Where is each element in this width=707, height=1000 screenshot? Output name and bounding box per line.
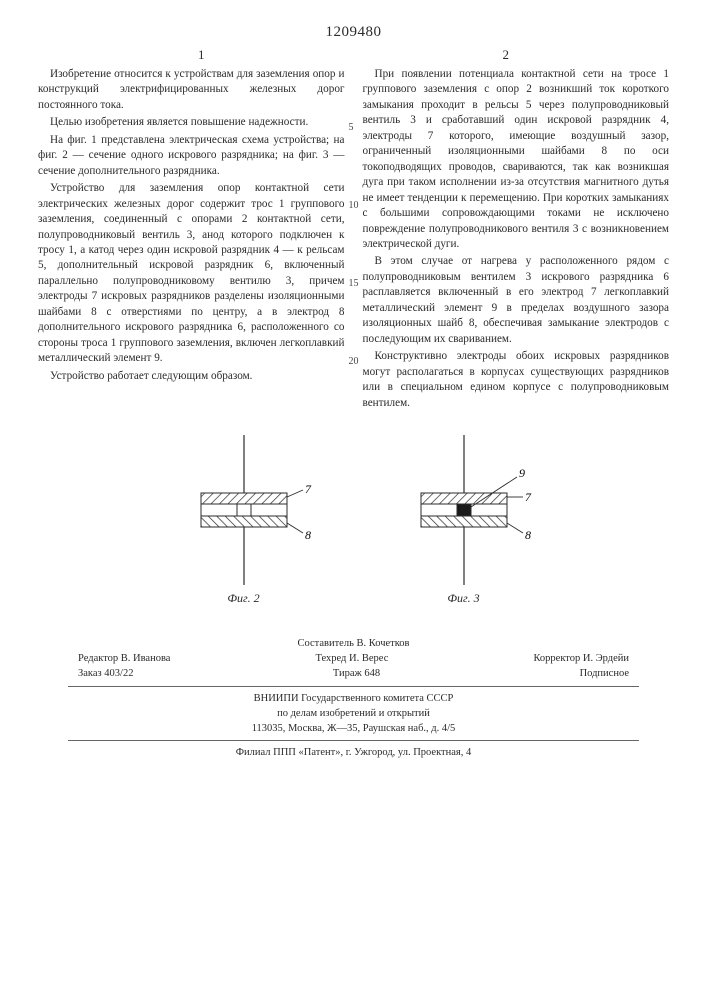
- tirazh: Тираж 648: [333, 666, 380, 681]
- line-number: 20: [349, 355, 359, 369]
- left-column: Изобретение относится к устройствам для …: [38, 67, 345, 413]
- column-numbers: 1 2: [38, 47, 669, 63]
- compiler-label: Составитель: [297, 638, 353, 649]
- para: Конструктивно электроды обоих искровых р…: [363, 349, 670, 411]
- page: 1209480 1 2 Изобретение относится к устр…: [0, 0, 707, 1000]
- col-num-right: 2: [503, 47, 510, 63]
- techred: Техред И. Верес: [316, 651, 389, 666]
- col-num-left: 1: [198, 47, 205, 63]
- ref-8b: 8: [525, 528, 531, 542]
- line-number: 15: [349, 277, 359, 291]
- para: При появлении потенциала контактной сети…: [363, 67, 670, 252]
- para: Устройство работает следующим образом.: [38, 369, 345, 384]
- editor: Редактор В. Иванова: [78, 651, 170, 666]
- org-line-2: по делам изобретений и открытий: [38, 706, 669, 721]
- compiler-name: В. Кочетков: [357, 638, 410, 649]
- ref-9: 9: [519, 466, 525, 480]
- line-number: 10: [349, 199, 359, 213]
- para: На фиг. 1 представлена электрическая схе…: [38, 133, 345, 179]
- figure-3-svg: 9 7 8: [389, 435, 539, 585]
- corrector: Корректор И. Эрдейи: [533, 651, 629, 666]
- patent-number: 1209480: [38, 24, 669, 41]
- para: Изобретение относится к устройствам для …: [38, 67, 345, 113]
- figure-3-label: Фиг. 3: [389, 591, 539, 606]
- ref-7b: 7: [525, 490, 532, 504]
- divider: [68, 686, 639, 687]
- colophon: Составитель В. Кочетков Редактор В. Иван…: [38, 636, 669, 761]
- text-columns: Изобретение относится к устройствам для …: [38, 67, 669, 413]
- figure-3: 9 7 8 Фиг. 3: [389, 435, 539, 606]
- para: Устройство для заземления опор контактно…: [38, 181, 345, 366]
- address-2: Филиал ППП «Патент», г. Ужгород, ул. Про…: [38, 745, 669, 760]
- figures-row: 7 8 Фиг. 2 9: [38, 435, 669, 606]
- divider: [68, 740, 639, 741]
- right-column: 5 10 15 20 При появлении потенциала конт…: [363, 67, 670, 413]
- org-line-1: ВНИИПИ Государственного комитета СССР: [38, 691, 669, 706]
- ref-7: 7: [305, 482, 312, 496]
- podpisnoe: Подписное: [580, 666, 629, 681]
- order-no: Заказ 403/22: [78, 666, 133, 681]
- para: В этом случае от нагрева у расположенног…: [363, 254, 670, 347]
- figure-2-svg: 7 8: [169, 435, 319, 585]
- figure-2: 7 8 Фиг. 2: [169, 435, 319, 606]
- line-number: 5: [349, 121, 354, 135]
- address-1: 113035, Москва, Ж—35, Раушская наб., д. …: [38, 721, 669, 736]
- figure-2-label: Фиг. 2: [169, 591, 319, 606]
- para: Целью изобретения является повышение над…: [38, 115, 345, 130]
- ref-8: 8: [305, 528, 311, 542]
